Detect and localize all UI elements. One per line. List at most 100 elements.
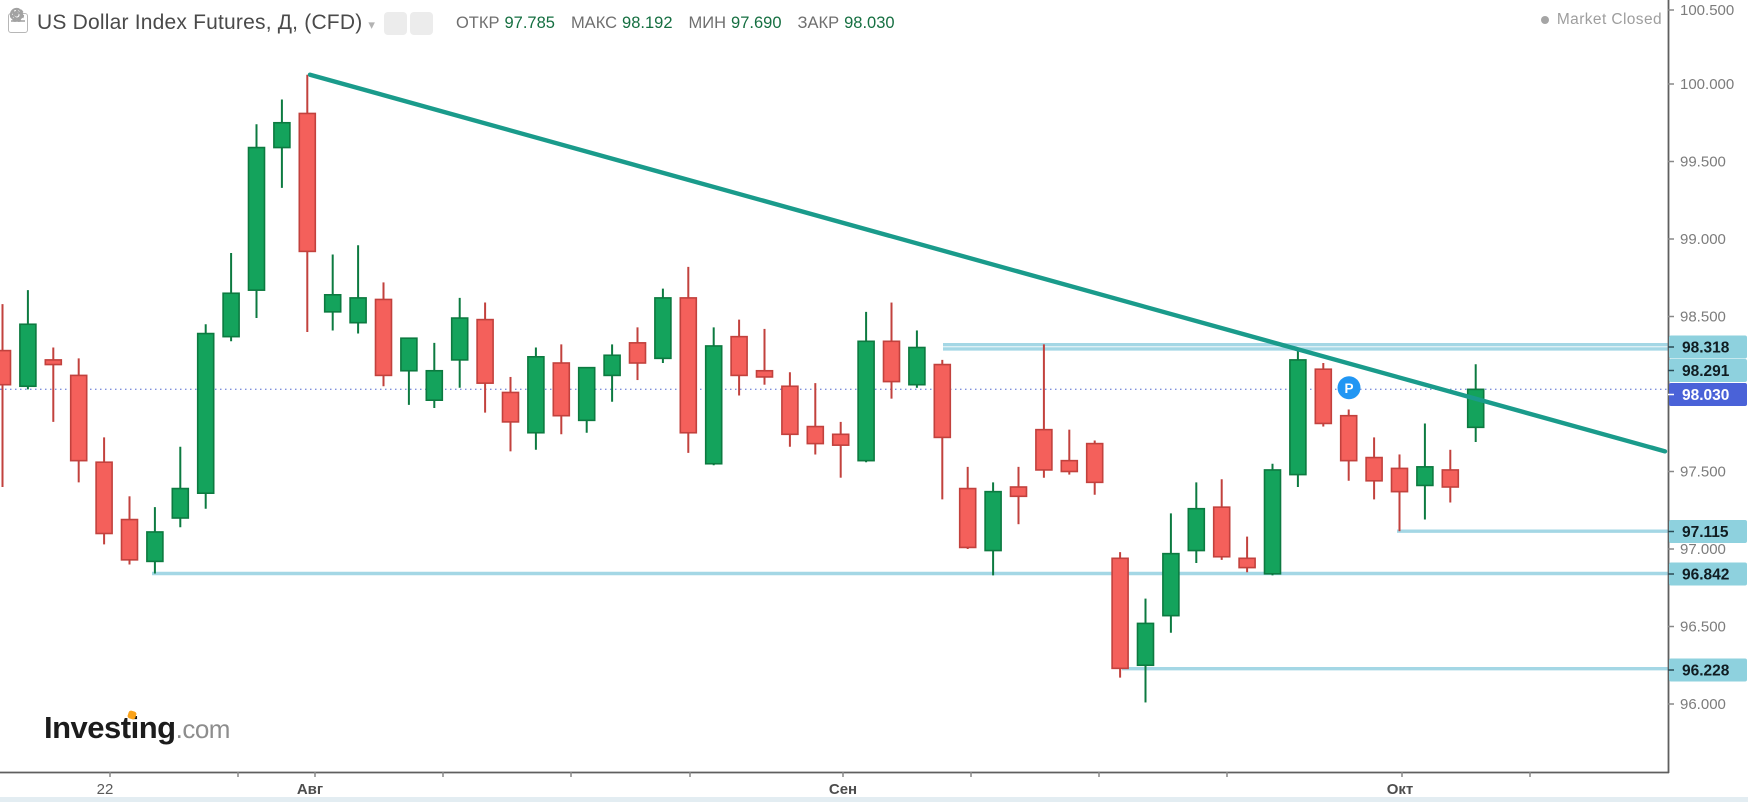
- candle-body-down[interactable]: [1035, 428, 1053, 471]
- candle-body-down[interactable]: [882, 340, 901, 383]
- candle-body-up[interactable]: [654, 297, 672, 360]
- candle-body-up[interactable]: [273, 121, 291, 149]
- candle-body-down[interactable]: [1111, 557, 1129, 670]
- candle-body-down[interactable]: [781, 385, 799, 436]
- candle-body-down[interactable]: [95, 461, 113, 535]
- candle-body-down[interactable]: [1390, 467, 1409, 493]
- high-label: МАКС: [570, 13, 618, 32]
- candle-body-up[interactable]: [857, 340, 875, 462]
- price-badge-label: 98.318: [1682, 340, 1730, 357]
- price-badge: [1669, 383, 1747, 406]
- candle-body-down[interactable]: [0, 349, 12, 386]
- candle-body-down[interactable]: [1339, 414, 1358, 462]
- target-icon-button[interactable]: [9, 7, 407, 35]
- candle-body-up[interactable]: [19, 323, 37, 388]
- chart-header: US Dollar Index Futures, Д, (CFD) ▾ ОТКР…: [8, 6, 895, 40]
- chevron-down-icon[interactable]: ▾: [368, 16, 375, 32]
- page-footer-strip: [0, 797, 1748, 802]
- candle-body-down[interactable]: [1238, 557, 1256, 569]
- candle-body-down[interactable]: [1085, 442, 1104, 484]
- x-axis-labels[interactable]: 22 Авг Сен Окт: [97, 772, 1531, 798]
- y-axis-label: 97.500: [1680, 464, 1726, 481]
- candle-body-down[interactable]: [1009, 486, 1028, 498]
- candle-body-down[interactable]: [628, 342, 647, 364]
- candle-body-up[interactable]: [425, 369, 444, 402]
- low-value: 97.690: [731, 13, 782, 32]
- price-badges: 98.318 98.291 98.030 97.115 96.842 96.228: [1668, 335, 1747, 682]
- candle-body-up[interactable]: [349, 297, 367, 324]
- candle-body-up[interactable]: [171, 487, 190, 519]
- candle-body-up[interactable]: [1263, 469, 1282, 575]
- price-badge: [1669, 335, 1747, 359]
- y-axis-label: 96.500: [1680, 619, 1726, 636]
- candle-body-down[interactable]: [755, 369, 774, 378]
- candle-body-down[interactable]: [1314, 368, 1333, 425]
- candle-body-down[interactable]: [806, 425, 825, 445]
- high-value: 98.192: [622, 13, 673, 32]
- candle-body-down[interactable]: [679, 297, 698, 434]
- candle-body-up[interactable]: [222, 292, 240, 338]
- gear-icon-button[interactable]: [9, 7, 433, 35]
- candle-body-up[interactable]: [1187, 507, 1206, 552]
- candle-body-up[interactable]: [577, 366, 596, 422]
- candle-body-up[interactable]: [1289, 359, 1307, 476]
- candle-body-up[interactable]: [146, 531, 164, 563]
- candle-body-up[interactable]: [1416, 466, 1434, 487]
- candle-body-up[interactable]: [1136, 622, 1155, 667]
- candle-body-down[interactable]: [69, 374, 88, 462]
- y-axis-label: 99.000: [1680, 231, 1726, 248]
- p-marker-circle[interactable]: [1337, 376, 1361, 400]
- candle-body-down[interactable]: [831, 433, 850, 446]
- market-status: Market Closed: [1540, 11, 1662, 29]
- y-axis-labels[interactable]: 100.500 100.000 99.500 99.000 98.500 97.500 97…: [1668, 2, 1734, 713]
- low-label: МИН: [688, 13, 727, 32]
- candle-body-down[interactable]: [298, 112, 317, 253]
- candle-body-up[interactable]: [984, 490, 1002, 552]
- price-badge-label: 97.115: [1682, 524, 1729, 541]
- x-axis-label: 22: [97, 781, 114, 798]
- investing-logo[interactable]: Investing.com: [44, 710, 230, 746]
- candle-body-up[interactable]: [704, 345, 723, 465]
- support-resistance-lines: [152, 343, 1668, 671]
- candle-body-down[interactable]: [958, 487, 977, 549]
- price-badge: [1669, 562, 1747, 586]
- candle-body-down[interactable]: [1060, 459, 1079, 473]
- x-axis-label: Сен: [829, 781, 857, 798]
- candle-body-down[interactable]: [476, 318, 494, 384]
- x-axis-label: Авг: [297, 781, 323, 798]
- candle-body-up[interactable]: [450, 317, 469, 361]
- symbol-title[interactable]: US Dollar Index Futures, Д, (CFD): [37, 11, 363, 34]
- x-axis-label: Окт: [1387, 781, 1414, 798]
- price-badge-label: 98.291: [1682, 363, 1730, 380]
- y-axis-label: 99.500: [1680, 154, 1726, 171]
- logo-word: Investing: [44, 710, 176, 745]
- candle-body-up[interactable]: [1162, 552, 1180, 617]
- candle-body-up[interactable]: [527, 355, 545, 434]
- candle-body-down[interactable]: [501, 391, 520, 423]
- candle-body-down[interactable]: [1441, 469, 1460, 488]
- candle-body-down[interactable]: [730, 335, 748, 377]
- close-value: 98.030: [844, 13, 895, 32]
- candle-body-up[interactable]: [603, 354, 621, 377]
- candle-body-up[interactable]: [247, 146, 266, 291]
- candle-body-up[interactable]: [400, 337, 418, 372]
- candle-body-down[interactable]: [1212, 506, 1231, 558]
- candle-body-up[interactable]: [908, 346, 926, 386]
- price-badge: [1669, 359, 1747, 382]
- descending-trendline[interactable]: [307, 72, 1668, 454]
- candle-body-down[interactable]: [120, 518, 139, 561]
- close-label: ЗАКР: [797, 13, 840, 32]
- candle-body-up[interactable]: [196, 332, 215, 494]
- candle-body-up[interactable]: [323, 293, 342, 313]
- candle-body-down[interactable]: [552, 362, 571, 417]
- candle-body-down[interactable]: [1365, 456, 1383, 482]
- candle-body-down[interactable]: [933, 363, 952, 439]
- status-dot-icon: [1540, 16, 1549, 24]
- price-marker-p[interactable]: P: [1337, 376, 1361, 400]
- price-badge-label: 96.842: [1682, 567, 1729, 584]
- candle-body-down[interactable]: [374, 298, 393, 377]
- price-badge-label: 96.228: [1682, 663, 1730, 680]
- candle-body-down[interactable]: [44, 359, 63, 366]
